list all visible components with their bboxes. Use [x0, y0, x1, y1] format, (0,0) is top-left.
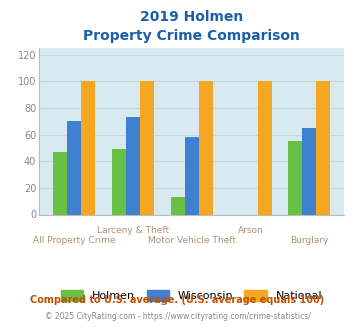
Title: 2019 Holmen
Property Crime Comparison: 2019 Holmen Property Crime Comparison	[83, 10, 300, 43]
Bar	[126, 117, 140, 214]
Bar	[170, 197, 185, 214]
Bar	[185, 137, 199, 214]
Text: All Property Crime: All Property Crime	[33, 236, 115, 245]
Text: Larceny & Theft: Larceny & Theft	[97, 226, 169, 236]
Bar	[316, 81, 331, 214]
Text: Compared to U.S. average. (U.S. average equals 100): Compared to U.S. average. (U.S. average …	[31, 295, 324, 305]
Bar	[112, 149, 126, 214]
Text: © 2025 CityRating.com - https://www.cityrating.com/crime-statistics/: © 2025 CityRating.com - https://www.city…	[45, 312, 310, 321]
Text: Motor Vehicle Theft: Motor Vehicle Theft	[148, 236, 236, 245]
Bar	[81, 81, 95, 214]
Bar	[140, 81, 154, 214]
Bar	[67, 121, 81, 214]
Bar	[53, 152, 67, 214]
Bar	[302, 128, 316, 214]
Bar	[288, 141, 302, 214]
Legend: Holmen, Wisconsin, National: Holmen, Wisconsin, National	[61, 290, 322, 301]
Text: Arson: Arson	[237, 226, 263, 236]
Bar	[258, 81, 272, 214]
Text: Burglary: Burglary	[290, 236, 329, 245]
Bar	[199, 81, 213, 214]
